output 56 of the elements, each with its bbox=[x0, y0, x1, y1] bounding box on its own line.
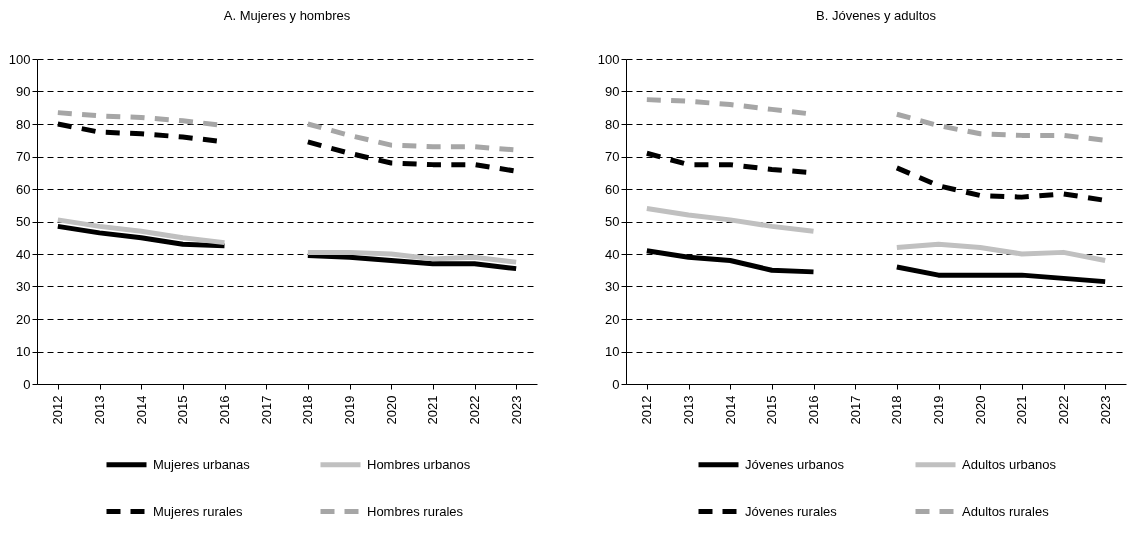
x-tick-label: 2014 bbox=[133, 395, 149, 425]
y-tick-label: 90 bbox=[16, 84, 31, 99]
y-tick-label: 0 bbox=[23, 376, 31, 392]
y-tick-label: 60 bbox=[605, 181, 620, 197]
y-tick-label: 10 bbox=[605, 344, 620, 359]
legend-label: Adultos rurales bbox=[962, 503, 1050, 519]
y-tick-label: 30 bbox=[605, 279, 620, 294]
x-tick-label: 2020 bbox=[383, 395, 399, 425]
chart-title: A. Mujeres y hombres bbox=[223, 8, 351, 23]
y-tick-label: 70 bbox=[16, 149, 31, 164]
y-tick-label: 10 bbox=[16, 344, 31, 359]
x-tick-label: 2013 bbox=[92, 395, 107, 425]
y-tick-label: 20 bbox=[16, 311, 31, 327]
x-tick-label: 2018 bbox=[300, 395, 316, 425]
chart-title: B. Jóvenes y adultos bbox=[816, 8, 937, 23]
y-tick-label: 30 bbox=[16, 279, 31, 294]
legend-label: Jóvenes urbanos bbox=[745, 456, 845, 472]
x-tick-label: 2012 bbox=[639, 395, 655, 425]
y-tick-label: 80 bbox=[605, 116, 620, 132]
y-tick-label: 50 bbox=[605, 214, 620, 229]
x-tick-label: 2016 bbox=[217, 395, 232, 425]
legend-label: Jóvenes rurales bbox=[745, 503, 838, 519]
x-tick-label: 2020 bbox=[972, 395, 988, 425]
y-tick-label: 40 bbox=[605, 246, 620, 262]
x-tick-label: 2017 bbox=[847, 395, 863, 425]
x-tick-label: 2012 bbox=[50, 395, 66, 425]
y-tick-label: 100 bbox=[597, 51, 620, 67]
y-tick-label: 20 bbox=[605, 311, 620, 327]
legend-label: Adultos urbanos bbox=[962, 456, 1057, 472]
x-tick-label: 2017 bbox=[258, 395, 274, 425]
x-tick-label: 2015 bbox=[175, 395, 191, 425]
x-tick-label: 2015 bbox=[764, 395, 780, 425]
x-tick-label: 2014 bbox=[722, 395, 738, 425]
x-tick-label: 2013 bbox=[681, 395, 696, 425]
y-tick-label: 50 bbox=[16, 214, 31, 229]
y-tick-label: 40 bbox=[16, 246, 31, 262]
legend-label: Mujeres rurales bbox=[153, 503, 244, 519]
x-tick-label: 2023 bbox=[508, 395, 524, 425]
y-tick-label: 80 bbox=[16, 116, 31, 132]
x-tick-label: 2022 bbox=[467, 395, 482, 425]
y-tick-label: 0 bbox=[612, 376, 620, 392]
y-tick-label: 90 bbox=[605, 84, 620, 99]
legend-label: Hombres urbanos bbox=[367, 456, 471, 472]
x-tick-label: 2018 bbox=[889, 395, 905, 425]
x-tick-label: 2023 bbox=[1097, 395, 1113, 425]
legend-label: Mujeres urbanas bbox=[153, 456, 251, 472]
y-tick-label: 60 bbox=[16, 181, 31, 197]
x-tick-label: 2021 bbox=[425, 395, 441, 425]
legend-label: Hombres rurales bbox=[367, 503, 464, 519]
x-tick-label: 2016 bbox=[806, 395, 821, 425]
x-tick-label: 2021 bbox=[1014, 395, 1030, 425]
x-tick-label: 2019 bbox=[931, 395, 946, 425]
y-tick-label: 100 bbox=[8, 51, 31, 67]
x-tick-label: 2022 bbox=[1056, 395, 1071, 425]
y-tick-label: 70 bbox=[605, 149, 620, 164]
x-tick-label: 2019 bbox=[342, 395, 357, 425]
